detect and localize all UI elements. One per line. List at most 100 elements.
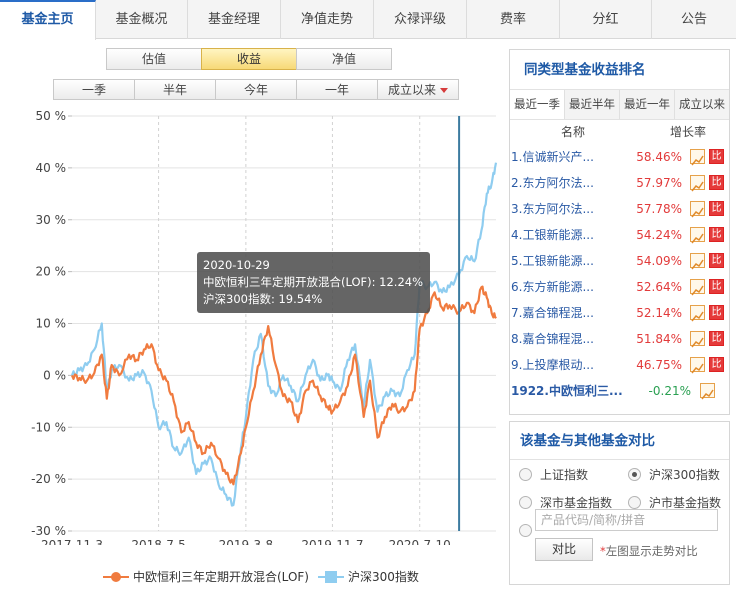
- y-tick-label: 0 %: [43, 368, 66, 382]
- trend-chart-icon[interactable]: [690, 305, 705, 322]
- tab-last-quarter[interactable]: 最近一季: [510, 90, 565, 119]
- compare-note: *左图显示走势对比: [600, 543, 698, 559]
- fund-name-link[interactable]: 8.嘉合锦程混...: [511, 332, 594, 346]
- compare-icon[interactable]: 比: [709, 149, 724, 164]
- period-ytd-button[interactable]: 今年: [215, 79, 297, 100]
- trend-chart-icon[interactable]: [690, 227, 705, 244]
- period-year-button[interactable]: 一年: [296, 79, 378, 100]
- return-chart[interactable]: 50 % 40 % 30 % 20 % 10 % 0 % -10 % -20 % -30 % 2…: [0, 105, 500, 545]
- growth-value: 54.09%: [636, 254, 682, 268]
- tab-fees[interactable]: 费率: [467, 0, 560, 39]
- trend-chart-icon[interactable]: [690, 175, 705, 192]
- tab-rating[interactable]: 众禄评级: [374, 0, 467, 39]
- compare-icon[interactable]: 比: [709, 227, 724, 242]
- compare-icon[interactable]: 比: [709, 279, 724, 294]
- legend-fund[interactable]: 中欧恒利三年定期开放混合(LOF): [103, 568, 309, 585]
- ranking-row: 4.工银新能源... 54.24% 比: [510, 222, 729, 248]
- radio-sh-fund-index[interactable]: 沪市基金指数: [628, 494, 721, 511]
- legend-index-label: 沪深300指数: [348, 570, 419, 584]
- compare-icon[interactable]: 比: [709, 175, 724, 190]
- compare-button[interactable]: 对比: [535, 538, 593, 561]
- x-tick-label: 2019-11-7: [301, 538, 363, 545]
- trend-chart-icon[interactable]: [690, 331, 705, 348]
- trend-chart-icon[interactable]: [690, 201, 705, 218]
- trend-chart-icon[interactable]: [690, 279, 705, 296]
- compare-panel: 该基金与其他基金对比 上证指数 沪深300指数 深市基金指数 沪市基金指数 产品…: [509, 421, 730, 585]
- fund-name-link[interactable]: 4.工银新能源...: [511, 228, 594, 242]
- compare-icon[interactable]: 比: [709, 253, 724, 268]
- growth-value: 57.97%: [636, 176, 682, 190]
- compare-icon[interactable]: 比: [709, 201, 724, 216]
- period-halfyear-button[interactable]: 半年: [134, 79, 216, 100]
- ranking-row: 3.东方阿尔法... 57.78% 比: [510, 196, 729, 222]
- ranking-row: 6.东方新能源... 52.64% 比: [510, 274, 729, 300]
- tab-fund-home[interactable]: 基金主页: [0, 0, 96, 40]
- compare-icon[interactable]: 比: [709, 357, 724, 372]
- radio-sz-fund-index[interactable]: 深市基金指数: [519, 494, 612, 511]
- trend-chart-icon[interactable]: [690, 149, 705, 166]
- trend-chart-icon[interactable]: [690, 357, 705, 374]
- current-growth-value: -0.21%: [648, 384, 691, 398]
- ranking-row: 8.嘉合锦程混... 51.84% 比: [510, 326, 729, 352]
- current-fund-link[interactable]: 1922.中欧恒利三...: [511, 384, 623, 398]
- period-toggle: 一季 半年 今年 一年 成立以来: [53, 79, 459, 100]
- chart-series: [70, 162, 498, 507]
- period-since-inception-label: 成立以来: [387, 83, 436, 97]
- radio-sh-index[interactable]: 上证指数: [519, 466, 588, 483]
- legend-fund-marker: [103, 571, 129, 582]
- ranking-tabs: 最近一季 最近半年 最近一年 成立以来: [510, 90, 729, 120]
- fund-name-link[interactable]: 9.上投摩根动...: [511, 358, 594, 372]
- fund-name-link[interactable]: 7.嘉合锦程混...: [511, 306, 594, 320]
- radio-label: 上证指数: [540, 468, 589, 482]
- trend-chart-icon[interactable]: [700, 383, 715, 400]
- tab-announcement[interactable]: 公告: [680, 12, 707, 27]
- growth-value: 57.78%: [636, 202, 682, 216]
- tab-dividend[interactable]: 分红: [560, 0, 652, 39]
- fund-code-input[interactable]: 产品代码/简称/拼音: [535, 509, 718, 531]
- radio-circle-icon: [519, 496, 532, 509]
- radio-custom-fund[interactable]: [519, 524, 540, 537]
- note-text: 左图显示走势对比: [605, 544, 698, 558]
- ranking-row: 2.东方阿尔法... 57.97% 比: [510, 170, 729, 196]
- y-axis-labels: 50 % 40 % 30 % 20 % 10 % 0 % -10 % -20 % -30 %: [31, 109, 66, 538]
- fund-name-link[interactable]: 2.东方阿尔法...: [511, 176, 594, 190]
- tooltip-date: 2020-10-29: [203, 258, 270, 272]
- radio-circle-icon: [519, 524, 532, 537]
- ranking-title: 同类型基金收益排名: [510, 50, 729, 90]
- tooltip-index-value: 沪深300指数: 19.54%: [203, 292, 323, 306]
- trend-chart-icon[interactable]: [690, 253, 705, 270]
- current-fund-row: 1922.中欧恒利三... -0.21%: [510, 378, 729, 404]
- tab-last-halfyear[interactable]: 最近半年: [565, 90, 620, 119]
- y-tick-label: 10 %: [36, 317, 67, 331]
- ranking-panel: 同类型基金收益排名 最近一季 最近半年 最近一年 成立以来 名称 增长率 1.信…: [509, 49, 730, 415]
- tab-fund-overview[interactable]: 基金概况: [96, 0, 188, 39]
- index-series-line: [70, 162, 498, 507]
- tab-since-inception[interactable]: 成立以来: [675, 90, 729, 119]
- fund-name-link[interactable]: 1.信诚新兴产...: [511, 150, 594, 164]
- radio-label: 沪深300指数: [649, 468, 720, 482]
- tab-last-year[interactable]: 最近一年: [620, 90, 675, 119]
- view-estimate-button[interactable]: 估值: [106, 48, 202, 70]
- growth-value: 52.64%: [636, 280, 682, 294]
- y-tick-label: -10 %: [31, 420, 66, 434]
- view-toggle: 估值 收益 净值: [106, 48, 392, 70]
- fund-name-link[interactable]: 5.工银新能源...: [511, 254, 594, 268]
- compare-icon[interactable]: 比: [709, 331, 724, 346]
- period-since-inception-dropdown[interactable]: 成立以来: [377, 79, 459, 100]
- tab-nav-trend[interactable]: 净值走势: [281, 0, 374, 39]
- growth-value: 51.84%: [636, 332, 682, 346]
- tab-fund-manager[interactable]: 基金经理: [188, 0, 281, 39]
- chart-tooltip: 2020-10-29 中欧恒利三年定期开放混合(LOF): 12.24% 沪深3…: [197, 252, 430, 313]
- y-tick-label: 30 %: [36, 213, 67, 227]
- fund-name-link[interactable]: 6.东方新能源...: [511, 280, 594, 294]
- legend-index[interactable]: 沪深300指数: [318, 568, 419, 585]
- radio-circle-icon: [519, 468, 532, 481]
- view-return-button[interactable]: 收益: [201, 48, 297, 70]
- period-quarter-button[interactable]: 一季: [53, 79, 135, 100]
- x-axis-labels: 2017-11-3 2018-7-5 2019-3-8 2019-11-7 2020-7…: [41, 538, 451, 545]
- fund-name-link[interactable]: 3.东方阿尔法...: [511, 202, 594, 216]
- radio-hs300[interactable]: 沪深300指数: [628, 466, 720, 483]
- compare-icon[interactable]: 比: [709, 305, 724, 320]
- view-nav-button[interactable]: 净值: [296, 48, 392, 70]
- radio-label: 沪市基金指数: [649, 496, 722, 510]
